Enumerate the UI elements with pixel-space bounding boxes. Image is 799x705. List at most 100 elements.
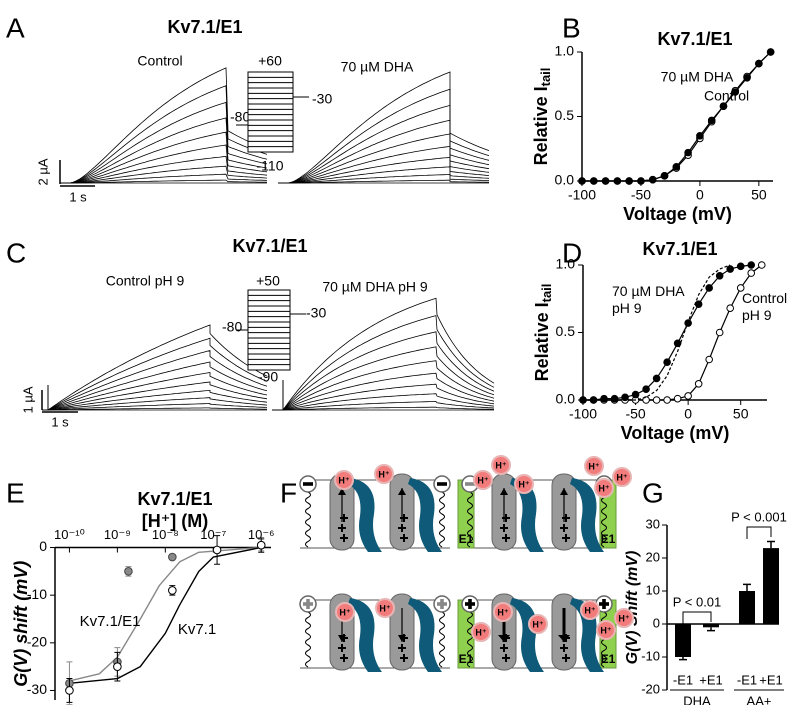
y-axis-label-main: Relative I [531,86,551,165]
protocol-label: -30 [312,91,332,107]
bar [739,591,755,624]
x-tick-label: 50 [751,187,767,203]
pore-domain [570,478,604,552]
data-point [65,686,74,695]
y-tick-label: 0.5 [556,323,576,339]
x-tick-label: -50 [625,406,645,422]
protocol-label: +50 [256,273,280,289]
linker [467,611,473,668]
ion-label: H⁺ [532,619,543,629]
x-tick-label: 10⁻⁹ [104,527,131,542]
charge-sign [440,599,444,609]
data-point [715,272,724,280]
x-tick-label: 10⁻⁸ [152,527,179,542]
ion-icon [580,600,600,620]
data-point [755,59,763,68]
group-label: DHA [683,693,711,705]
current-trace [278,119,490,184]
data-point [652,374,661,383]
trace-label: 70 µM DHA pH 9 [322,279,428,295]
x-tick-label: 10⁻⁷ [200,527,226,542]
ion-label: H⁺ [618,613,629,623]
ion-label: H⁺ [600,625,611,635]
chart-title: Kv7.1/E1 [137,489,212,509]
data-point [660,172,669,180]
error-bar [743,583,751,591]
data-point [707,116,716,125]
y-tick-label: 1.0 [555,43,575,59]
ion-icon [584,456,604,476]
series-line [583,264,731,401]
current-trace [42,324,268,411]
charge-sign [468,599,472,609]
y-tick-label: 0 [653,615,660,630]
x-tick-label: 0 [696,187,704,203]
ion-label: H⁺ [518,479,529,489]
data-point [637,177,645,185]
data-point [642,396,650,404]
pore-domain [570,598,604,672]
current-trace [60,101,268,184]
current-trace [272,297,495,411]
series-label: 70 µM DHA pH 9 [612,283,685,316]
ion-icon [514,474,534,494]
data-point [652,396,661,404]
data-point [736,262,745,271]
current-trace [272,360,495,411]
current-trace [60,173,268,184]
current-trace [42,372,268,411]
trace-label: Control pH 9 [106,273,185,289]
current-trace [42,407,267,411]
current-trace [42,337,268,411]
linker [439,611,445,668]
y-tick-label: 0.5 [555,107,575,123]
y-tick-label: 30 [646,516,660,531]
error-bar [679,657,687,661]
current-trace [60,144,268,184]
current-trace [278,133,490,184]
data-point [747,269,756,277]
current-trace [278,179,489,184]
data-point [731,88,740,96]
series-label: Kv7.1/E1 [80,613,141,630]
gating-charge [562,654,570,662]
data-point [113,662,122,671]
gating-charge [340,654,348,662]
current-trace [272,331,495,411]
current-trace [60,165,268,184]
current-trace [272,372,495,411]
protocol-label: -30 [306,305,326,321]
panel-title: Kv7.1/E1 [232,236,307,256]
y-tick-label: 0.0 [556,391,576,407]
current-trace [60,131,268,184]
protocol-box [247,71,294,153]
ion-label: H⁺ [616,472,627,482]
x-tick-label: 0 [684,406,692,422]
x-axis-label: Voltage (mV) [623,204,732,224]
x-tick-label: -50 [631,187,651,203]
pore-domain [510,478,544,552]
gating-charge [340,634,348,642]
y-axis-label: G(V) shift (mV) [11,561,31,687]
y-tick-label: 0.0 [555,172,575,188]
x-axis-label: [H⁺] (M) [142,511,208,531]
data-point [673,394,682,403]
current-trace [42,389,268,411]
ion-label: H⁺ [495,460,506,470]
ion-label: H⁺ [378,469,389,479]
annotation: P < 0.001 [731,509,787,524]
e1-label: E1 [601,652,616,666]
linker [305,611,311,668]
gating-charge [502,514,510,522]
ion-label: H⁺ [339,607,350,617]
ion-icon [612,467,632,487]
data-point [696,132,704,140]
gating-charge [560,524,568,532]
data-point [694,300,703,308]
ion-label: H⁺ [588,461,599,471]
pore-domain [408,598,442,672]
ion-icon [335,602,355,622]
significance-bracket [746,526,772,539]
protocol-label: +60 [258,53,282,69]
e1-label: E1 [459,652,474,666]
